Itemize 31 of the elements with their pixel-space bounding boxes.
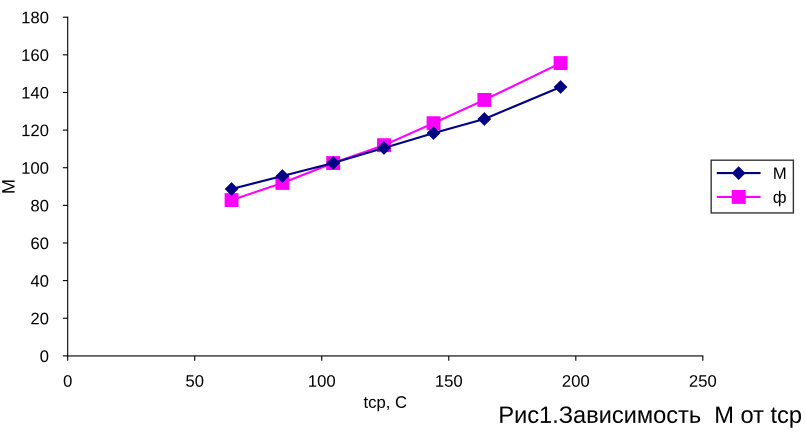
y-tick-label: 160: [22, 49, 48, 62]
point: [224, 193, 239, 208]
y-axis-title: М: [2, 180, 15, 193]
legend-label: М: [774, 167, 786, 179]
point: [224, 182, 238, 196]
point: [554, 56, 568, 70]
point: [276, 169, 289, 183]
x-axis-title: tср, С: [364, 396, 406, 412]
x-tick-label: 100: [309, 375, 336, 387]
point: [478, 112, 491, 126]
x-tick-label: 50: [186, 375, 204, 387]
point: [554, 80, 568, 94]
y-tick-label: 0: [40, 350, 48, 362]
x-tick-label: 0: [64, 375, 72, 387]
legend-label: ф: [774, 190, 786, 206]
point: [426, 126, 440, 140]
y-tick-label: 180: [22, 12, 48, 24]
point: [426, 116, 440, 130]
y-tick-label: 120: [22, 124, 48, 136]
y-tick-label: 20: [31, 312, 48, 324]
x-tick-label: 250: [690, 375, 716, 387]
text: Рис1.Зависимость М от tср: [500, 406, 801, 428]
y-tick-label: 60: [31, 237, 48, 250]
point: [377, 141, 391, 155]
y-tick-label: 40: [30, 275, 48, 287]
x-tick-label: 200: [562, 375, 590, 387]
y-tick-label: 100: [22, 162, 48, 174]
y-tick-label: 140: [22, 86, 48, 99]
y-tick-label: 80: [31, 200, 48, 212]
point: [477, 93, 492, 107]
x-tick-label: 150: [436, 375, 462, 387]
